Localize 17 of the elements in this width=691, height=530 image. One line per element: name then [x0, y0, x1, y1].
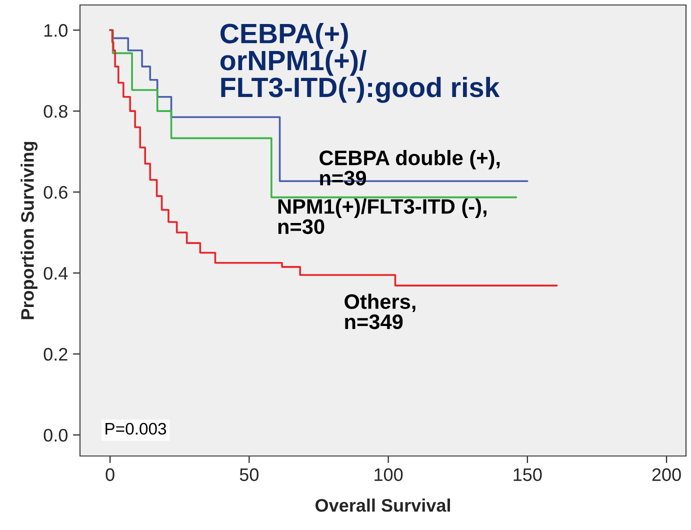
y-tick-label: 1.0: [44, 24, 68, 37]
annotation: P=0.003: [106, 422, 166, 435]
x-tick-label: 150: [514, 468, 542, 482]
y-tick-label: 0.6: [44, 186, 68, 199]
annotation: CEBPA(+) orNPM1(+)/ FLT3-ITD(-):good risk: [220, 23, 500, 103]
x-tick-label: 50: [240, 468, 259, 482]
y-tick-label: 0.0: [44, 428, 68, 442]
y-tick-label: 0.4: [44, 266, 68, 280]
y-tick-label: 0.2: [44, 348, 68, 361]
x-tick-label: 200: [652, 468, 681, 482]
x-axis-title: Overall Survival: [315, 498, 450, 512]
x-tick-label: 100: [374, 468, 403, 482]
series-label: NPM1(+)/FLT3-ITD (-), n=30: [278, 198, 486, 234]
y-tick-label: 0.8: [44, 105, 68, 118]
series-label: Others, n=349: [344, 294, 416, 330]
y-axis-title: Proportion Surviving: [20, 142, 38, 320]
x-tick-label: 0: [106, 468, 114, 482]
